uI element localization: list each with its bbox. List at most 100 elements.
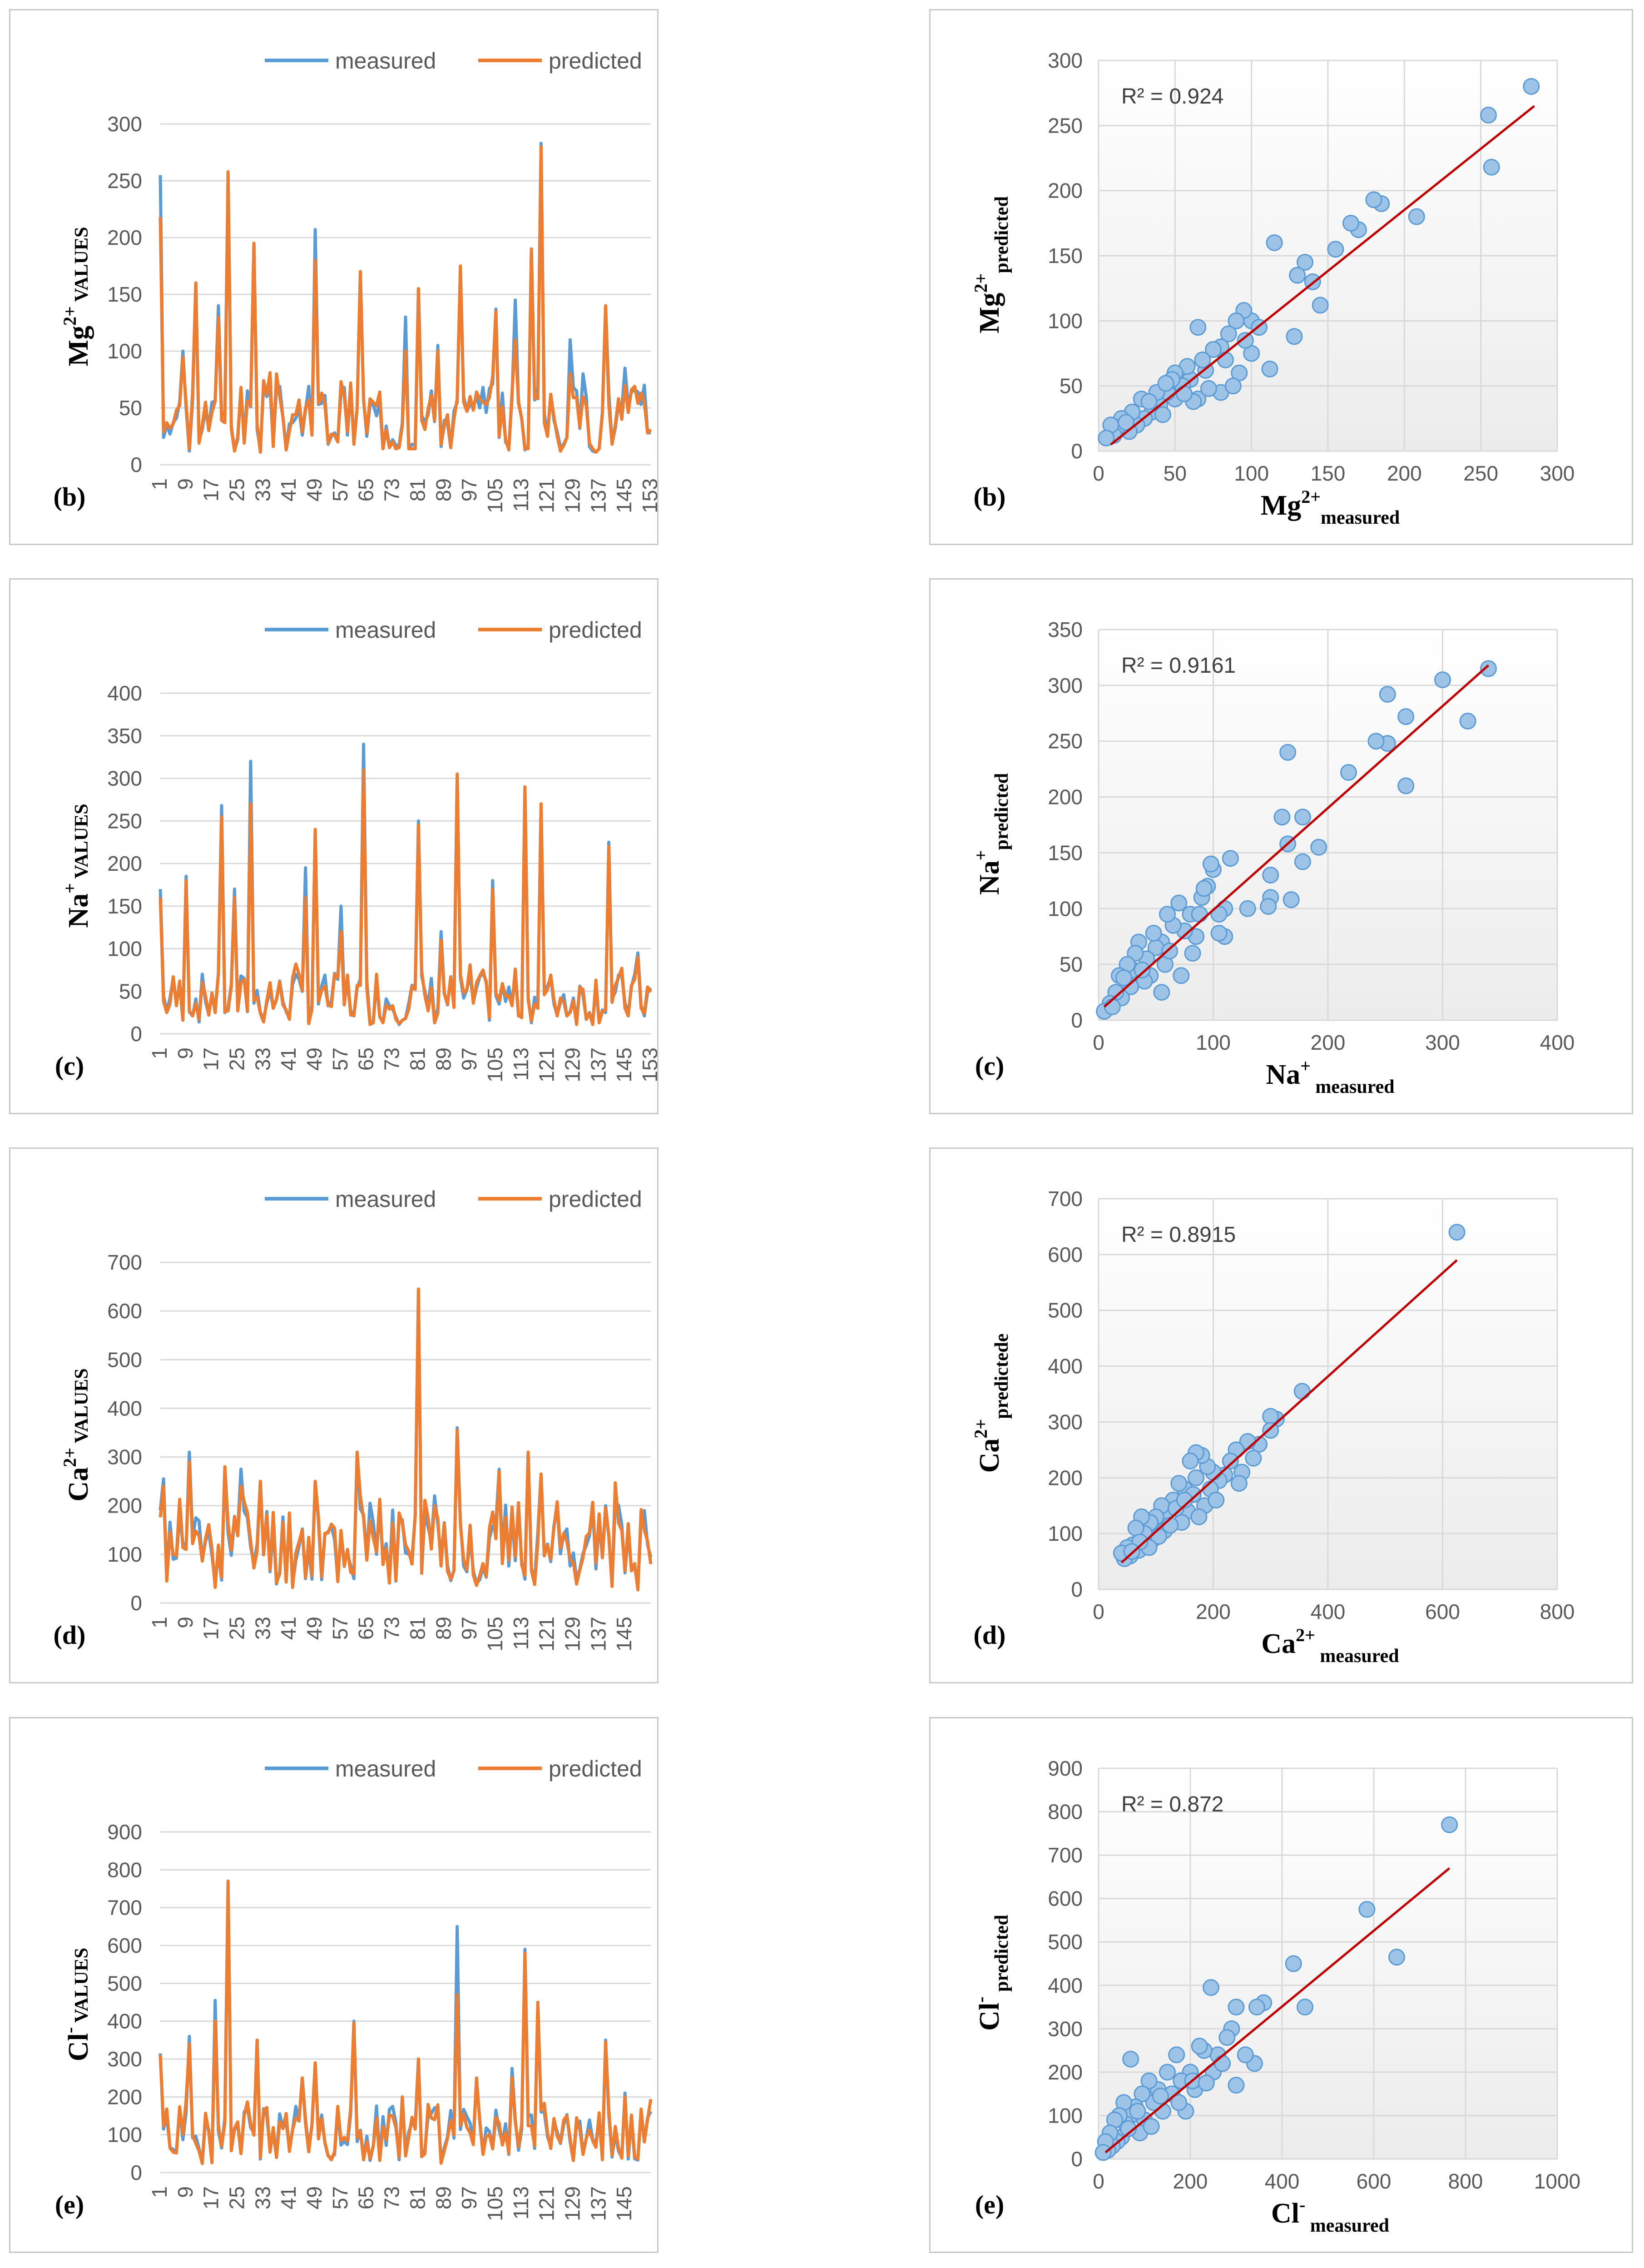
y-tick-label: 600 (107, 1299, 142, 1323)
data-point (1134, 961, 1151, 978)
r-squared-label: R² = 0.8915 (1121, 1223, 1236, 1247)
y-tick-label: 200 (1048, 785, 1083, 809)
y-tick-label: 100 (1048, 897, 1083, 920)
data-point (1248, 1999, 1265, 2016)
data-point (1340, 764, 1357, 781)
y-axis-label-main: Na (63, 893, 94, 928)
data-point (1286, 328, 1303, 345)
x-tick-label: 41 (277, 1617, 300, 1640)
data-point (1441, 1816, 1458, 1833)
r-squared-label: R² = 0.872 (1121, 1792, 1223, 1816)
data-point (1098, 429, 1115, 447)
data-point (1188, 1469, 1205, 1486)
y-tick-label: 150 (1048, 244, 1083, 268)
data-point (1228, 312, 1245, 329)
x-tick-label: 129 (560, 1047, 584, 1082)
data-point (1194, 351, 1211, 368)
x-tick-label: 121 (535, 2186, 559, 2221)
data-point (1222, 1452, 1239, 1469)
y-tick-label: 350 (1048, 618, 1083, 641)
y-axis-label-sup: 2+ (971, 273, 991, 293)
x-tick-label: 9 (173, 2186, 197, 2198)
data-point (1115, 969, 1133, 987)
x-tick-label: 57 (328, 1047, 352, 1071)
x-tick-label: 1000 (1534, 2169, 1580, 2193)
measured-series-line (158, 743, 652, 1026)
legend-predicted-label: predicted (549, 617, 642, 643)
y-tick-label: 0 (130, 1022, 142, 1046)
x-tick-label: 600 (1425, 1600, 1460, 1623)
x-tick-label: 113 (509, 478, 533, 511)
y-axis-label-sub: predicted (991, 1915, 1012, 1996)
y-axis-label-main: Ca (63, 1467, 94, 1502)
x-axis-label-sub: measured (1315, 1646, 1399, 1667)
data-point (1434, 671, 1451, 689)
x-tick-label: 41 (277, 478, 300, 501)
y-tick-label: 200 (107, 2085, 142, 2109)
predicted-series-line (158, 1287, 653, 1592)
x-axis-label-main: Na (1266, 1059, 1300, 1090)
data-point (1170, 1475, 1188, 1492)
x-axis-label: Cl- measured (1271, 2194, 1389, 2236)
x-tick-label: 400 (1311, 1600, 1346, 1623)
x-tick-label: 113 (509, 2186, 533, 2219)
data-point (1266, 234, 1283, 251)
y-tick-label: 0 (1071, 1008, 1083, 1032)
x-tick-label: 49 (302, 1617, 326, 1640)
data-point (1459, 712, 1476, 730)
x-tick-label: 153 (638, 478, 657, 513)
y-tick-label: 200 (1048, 1466, 1083, 1489)
y-tick-label: 500 (1048, 1930, 1083, 1954)
x-axis-label-sub: measured (1305, 2215, 1389, 2236)
y-tick-label: 100 (107, 1543, 142, 1566)
y-axis-label: Cl- predicted (971, 1915, 1012, 2030)
y-tick-label: 50 (1060, 374, 1083, 398)
x-axis-label-sup: 2+ (1296, 1625, 1315, 1645)
data-point (1224, 377, 1242, 395)
x-tick-label: 9 (173, 478, 197, 490)
y-tick-label: 400 (107, 1396, 142, 1420)
x-tick-label: 97 (457, 478, 481, 501)
y-axis-label-sub: VALUES (71, 1368, 92, 1448)
y-tick-label: 200 (1048, 2060, 1083, 2084)
x-tick-label: 121 (535, 1617, 559, 1652)
x-tick-label: 33 (251, 2186, 274, 2209)
x-tick-label: 113 (509, 1047, 533, 1081)
y-tick-label: 250 (1048, 730, 1083, 753)
panel-label: (b) (974, 482, 1006, 511)
data-point (1208, 1491, 1225, 1509)
y-tick-label: 300 (1048, 2017, 1083, 2040)
data-point (1159, 2064, 1176, 2081)
y-tick-label: 800 (1048, 1800, 1083, 1824)
y-tick-label: 700 (107, 1896, 142, 1920)
data-point (1237, 2046, 1254, 2064)
x-tick-label: 129 (560, 478, 584, 513)
y-tick-label: 300 (1048, 1410, 1083, 1434)
data-point (1205, 341, 1222, 358)
r-squared-label: R² = 0.9161 (1121, 654, 1236, 678)
y-tick-label: 300 (107, 767, 142, 790)
data-point (1127, 945, 1144, 962)
data-point (1480, 106, 1497, 124)
y-tick-label: 250 (107, 809, 142, 833)
data-point (1262, 867, 1279, 884)
y-axis-label-main: Mg (63, 326, 94, 367)
data-point (1159, 906, 1176, 923)
y-axis-label: Ca2+predictede (971, 1334, 1012, 1473)
x-axis-label: Mg2+measured (1261, 486, 1400, 528)
y-tick-label: 100 (107, 339, 142, 363)
data-point (1312, 297, 1329, 314)
y-axis-label-sub: predicted (991, 196, 1012, 273)
y-tick-label: 300 (107, 1445, 142, 1469)
x-tick-label: 17 (199, 478, 223, 501)
x-tick-label: 113 (509, 1617, 533, 1650)
y-tick-label: 50 (119, 979, 142, 1003)
x-tick-label: 300 (1540, 462, 1575, 485)
x-tick-label: 145 (612, 1047, 636, 1082)
x-axis-label: Na+ measured (1266, 1056, 1394, 1097)
data-point (1214, 2055, 1231, 2072)
x-tick-label: 400 (1540, 1031, 1575, 1054)
data-point (1190, 1508, 1208, 1525)
chart-svg: 0 50 100 150 200 250 300 350 0 100 200 300 400 R² = 0… (971, 618, 1575, 1097)
data-point (1094, 2144, 1112, 2161)
